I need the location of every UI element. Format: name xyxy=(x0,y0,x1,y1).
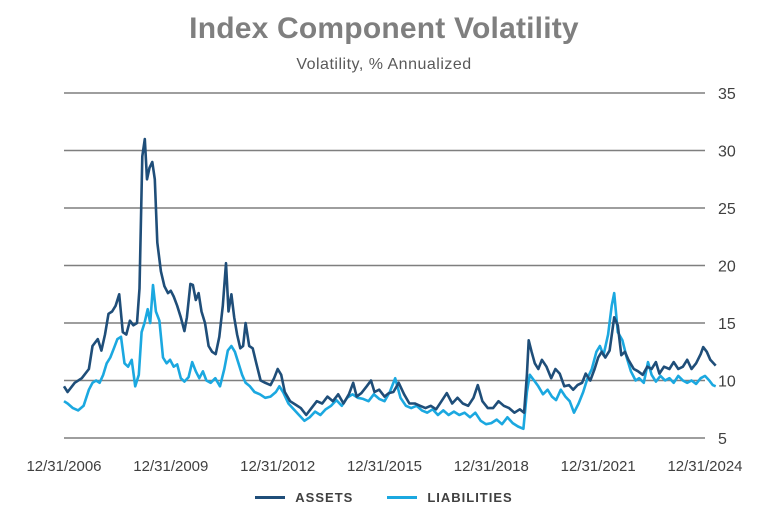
x-tick-label: 12/31/2012 xyxy=(240,458,315,475)
legend-item-liabilities: LIABILITIES xyxy=(387,490,512,505)
x-tick-label: 12/31/2015 xyxy=(347,458,422,475)
chart-title: Index Component Volatility xyxy=(189,12,579,45)
y-tick-label: 35 xyxy=(718,86,736,103)
grid-lines xyxy=(64,92,705,439)
x-tick-label: 12/31/2021 xyxy=(561,458,636,475)
legend-swatch-liabilities xyxy=(387,496,418,499)
x-tick-label: 12/31/2009 xyxy=(133,458,208,475)
legend-label-liabilities: LIABILITIES xyxy=(427,490,513,505)
chart-subtitle: Volatility, % Annualized xyxy=(296,56,472,73)
legend-item-assets: ASSETS xyxy=(255,490,353,505)
series-line-assets xyxy=(62,137,717,417)
legend-label-assets: ASSETS xyxy=(295,490,354,505)
x-tick-label: 12/31/2024 xyxy=(667,458,742,475)
y-tick-label: 10 xyxy=(718,374,736,391)
y-tick-label: 15 xyxy=(718,316,736,333)
y-tick-label: 25 xyxy=(718,201,736,218)
x-axis-ticks: 12/31/2006 12/31/2009 12/31/2012 12/31/2015… xyxy=(26,458,742,475)
x-tick-label: 12/31/2006 xyxy=(26,458,101,475)
y-axis-ticks: 5 10 15 20 25 30 35 xyxy=(718,86,736,448)
legend: ASSETS LIABILITIES xyxy=(0,490,768,505)
y-tick-label: 20 xyxy=(718,259,736,276)
legend-swatch-assets xyxy=(255,496,286,499)
y-tick-label: 30 xyxy=(718,144,736,161)
y-tick-label: 5 xyxy=(718,431,727,448)
series-line-liabilities xyxy=(63,283,717,431)
x-tick-label: 12/31/2018 xyxy=(454,458,529,475)
series-lines xyxy=(62,137,717,431)
